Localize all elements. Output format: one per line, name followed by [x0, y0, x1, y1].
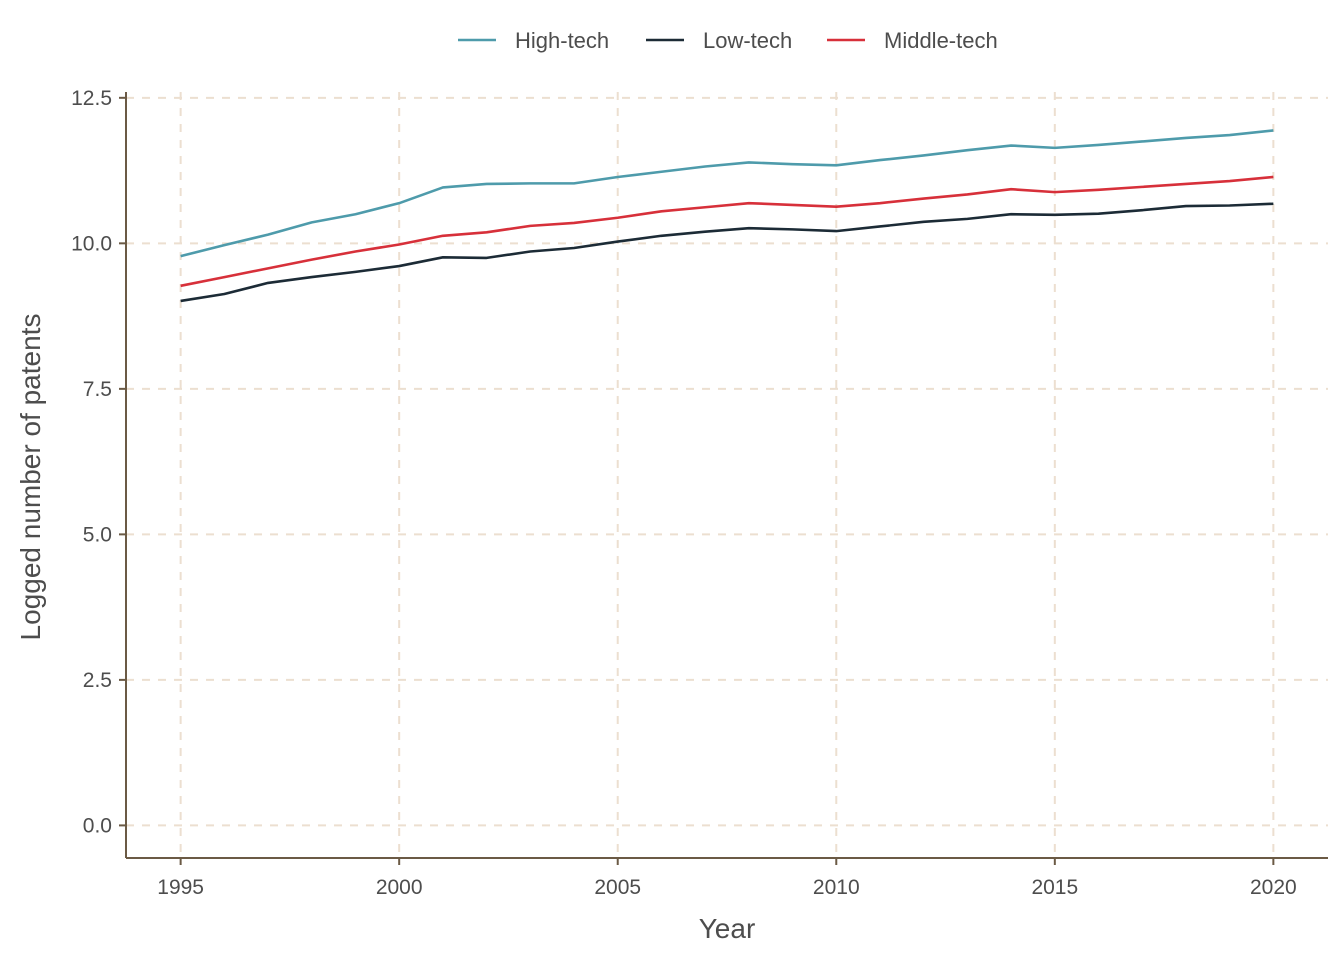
y-tick-label: 0.0 [83, 814, 112, 837]
axes [125, 92, 1328, 859]
y-tick-label: 12.5 [71, 87, 112, 110]
x-tick-label: 2010 [813, 876, 860, 899]
series-line-high-tech [180, 129, 1274, 258]
x-tick-label: 2020 [1250, 876, 1297, 899]
series-line-middle-tech [180, 175, 1274, 288]
series-lines [180, 129, 1274, 303]
grid [126, 92, 1328, 858]
x-axis-title: Year [699, 913, 756, 944]
legend: High-tech Low-tech Middle-tech [458, 28, 998, 53]
x-tick-label: 2015 [1031, 876, 1078, 899]
legend-label: Low-tech [703, 28, 792, 53]
series-line-low-tech [180, 202, 1274, 303]
y-tick-label: 5.0 [83, 523, 112, 546]
legend-item-low-tech: Low-tech [646, 28, 792, 53]
legend-item-middle-tech: Middle-tech [827, 28, 998, 53]
x-tick-label: 2005 [594, 876, 641, 899]
legend-label: High-tech [515, 28, 609, 53]
legend-label: Middle-tech [884, 28, 998, 53]
legend-item-high-tech: High-tech [458, 28, 609, 53]
y-tick-label: 2.5 [83, 669, 112, 692]
y-tick-label: 10.0 [71, 232, 112, 255]
y-axis-ticks: 0.0 2.5 5.0 7.5 10.0 12.5 [71, 87, 126, 837]
x-tick-label: 2000 [376, 876, 423, 899]
x-tick-label: 1995 [157, 876, 204, 899]
y-tick-label: 7.5 [83, 378, 112, 401]
y-axis-title: Logged number of patents [15, 314, 46, 641]
x-axis-ticks: 1995 2000 2005 2010 2015 2020 [157, 858, 1297, 899]
